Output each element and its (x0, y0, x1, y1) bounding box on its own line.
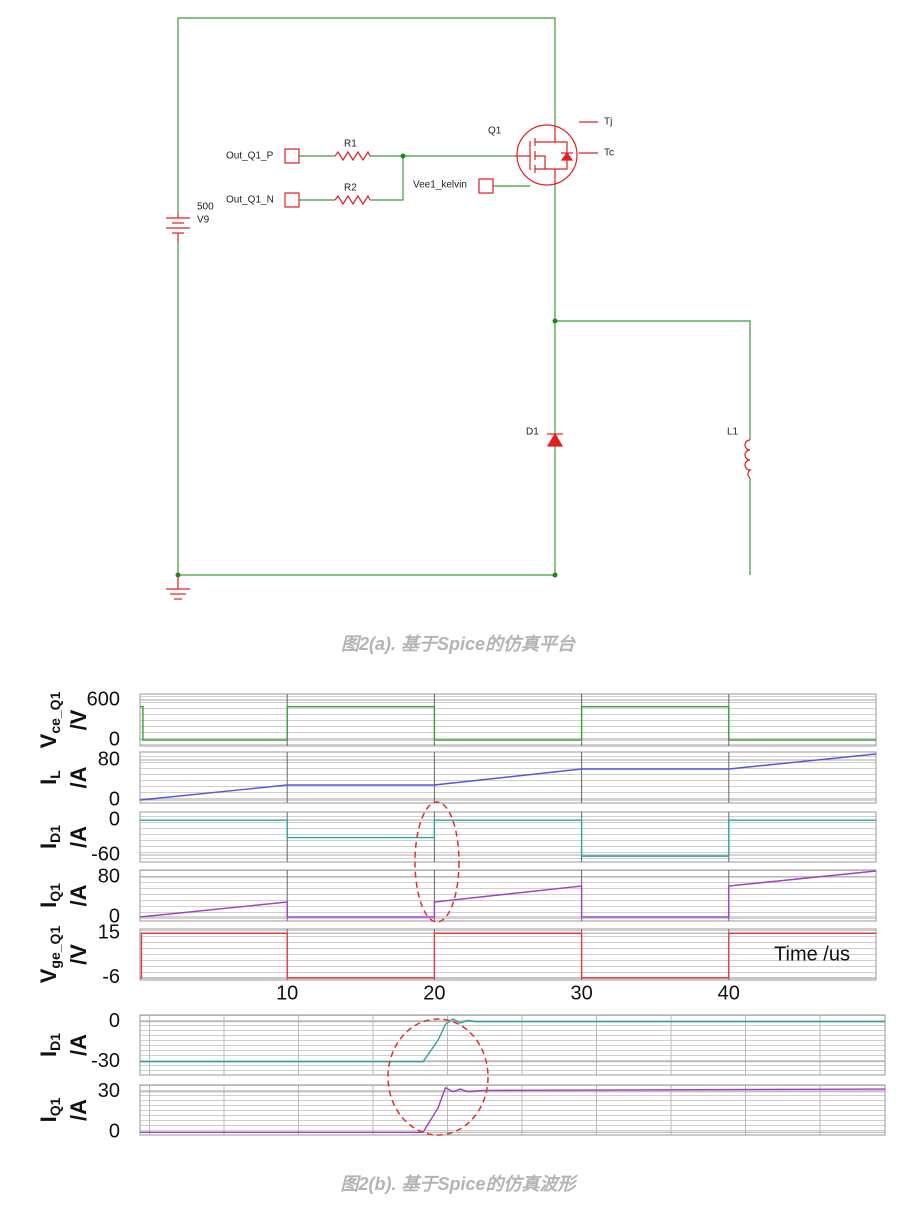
label: Tc (604, 148, 614, 159)
label-symbol: V (36, 733, 61, 748)
inductor (744, 439, 752, 479)
y-tick-label: 80 (98, 865, 120, 887)
y-axis-unit: /A (66, 826, 91, 848)
label-subscript: D1 (47, 1033, 63, 1051)
label: L1 (727, 427, 739, 438)
diode (546, 432, 564, 447)
y-tick-label: -30 (91, 1050, 120, 1072)
battery (166, 213, 190, 243)
y-axis-unit: /A (66, 1034, 91, 1056)
y-axis-label: IL (36, 770, 63, 785)
plot-area (139, 1084, 886, 1136)
y-tick-label: 0 (109, 1121, 120, 1143)
y-axis-unit: /A (66, 766, 91, 788)
waveform (140, 932, 876, 979)
plot-area (139, 1014, 886, 1076)
y-tick-label: 0 (109, 808, 120, 830)
x-tick-label: 10 (276, 982, 298, 1004)
y-tick-label: 600 (87, 688, 120, 710)
y-tick-label: 0 (109, 788, 120, 810)
y-tick-label: 30 (98, 1080, 120, 1102)
waveform (139, 753, 877, 801)
label-subscript: ge_Q1 (47, 926, 63, 969)
waveform (140, 1018, 885, 1063)
label: Out_Q1_N (226, 195, 274, 206)
x-tick-label: 40 (718, 982, 740, 1004)
y-axis-label: Vce_Q1 (36, 691, 63, 748)
label-subscript: Q1 (47, 883, 63, 902)
caption: 图2(a). 基于Spice的仿真平台 (341, 634, 577, 654)
nodes (175, 153, 558, 578)
y-tick-label: -6 (102, 966, 120, 988)
y-axis-unit: /V (66, 944, 91, 965)
y-axis-label: ID1 (36, 825, 63, 849)
label-symbol: I (36, 843, 61, 849)
resistor (334, 194, 371, 206)
waveform (140, 705, 876, 741)
y-tick-label: 0 (109, 728, 120, 750)
label: Vee1_kelvin (413, 180, 467, 191)
y-axis-label: IQ1 (36, 1097, 63, 1122)
wires (177, 17, 751, 576)
label: R1 (344, 139, 357, 150)
transistor (515, 121, 598, 186)
port-box (284, 192, 300, 208)
label-symbol: V (36, 968, 61, 983)
port-box (284, 148, 300, 164)
label: Tj (604, 117, 612, 128)
y-tick-label: 15 (98, 922, 120, 944)
label-subscript: D1 (47, 825, 63, 843)
y-axis-label: Vge_Q1 (36, 926, 63, 984)
y-axis-label: IQ1 (36, 883, 63, 908)
plot-area (139, 928, 877, 981)
label-symbol: I (36, 1051, 61, 1057)
waveform (140, 819, 876, 857)
label: R2 (344, 183, 357, 194)
waveform (139, 870, 877, 918)
x-axis-label: Time /us (774, 943, 850, 965)
x-tick-label: 20 (423, 982, 445, 1004)
resistor (334, 150, 371, 162)
y-axis-label: ID1 (36, 1033, 63, 1057)
ground (166, 575, 190, 600)
highlight (414, 801, 460, 923)
waveform (140, 1086, 886, 1133)
waveforms: 0600Vce_Q1/V080IL/A0-60ID1/A080IQ1/A15-6… (36, 688, 886, 1143)
y-axis-unit: /V (66, 709, 91, 730)
label: V9 (197, 215, 210, 226)
label-symbol: I (36, 902, 61, 908)
label-symbol: I (36, 779, 61, 785)
label: D1 (526, 427, 539, 438)
label: Q1 (488, 126, 502, 137)
y-tick-label: 0 (109, 1010, 120, 1032)
label-symbol: I (36, 1116, 61, 1122)
y-tick-label: 0 (109, 905, 120, 927)
label-subscript: L (47, 770, 63, 779)
label: 500 (197, 202, 214, 213)
y-axis-unit: /A (66, 1099, 91, 1121)
x-tick-label: 30 (570, 982, 592, 1004)
plot-area (139, 869, 877, 922)
caption: 图2(b). 基于Spice的仿真波形 (340, 1174, 578, 1194)
y-tick-label: 80 (98, 748, 120, 770)
port-box (478, 178, 494, 194)
y-axis-unit: /A (66, 884, 91, 906)
label: Out_Q1_P (226, 151, 274, 162)
schematic: Out_Q1_P R1 Out_Q1_N R2 500 V9 Q1 Tj Tc … (166, 17, 752, 600)
highlight (387, 1018, 489, 1136)
y-tick-label: -60 (91, 843, 120, 865)
plot-area (139, 693, 877, 747)
label-subscript: ce_Q1 (47, 691, 63, 733)
label-subscript: Q1 (47, 1097, 63, 1116)
